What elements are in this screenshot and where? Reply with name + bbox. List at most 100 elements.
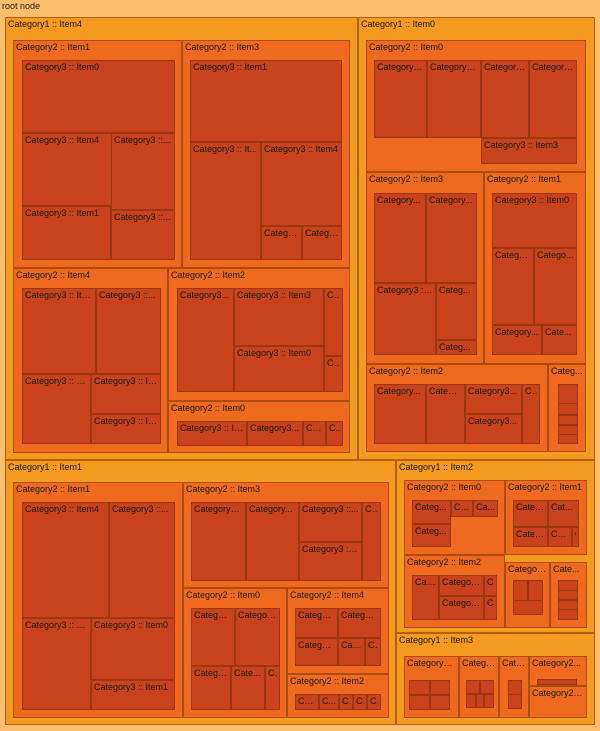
treemap-node-level3: C... [362, 502, 381, 581]
treemap-node-label: Cate... [553, 564, 580, 574]
treemap-node-label: Categ... [415, 502, 447, 512]
treemap-node-level3: Category3... [177, 288, 234, 392]
treemap-node-label: Categor... [238, 610, 277, 620]
treemap-node-label: Cat... [415, 577, 436, 587]
treemap-node-label: Category1 :: Item0 [361, 19, 436, 29]
treemap-node-label: Ca... [306, 423, 323, 433]
treemap-node-level3: Category3... [427, 60, 481, 138]
treemap-node-level3: Cat... [295, 694, 319, 710]
treemap-node-level3: C... [326, 421, 343, 446]
treemap-node-label: C... [268, 668, 277, 678]
treemap-node-level3: Category... [246, 502, 299, 581]
treemap-leaf-box [480, 680, 494, 694]
treemap-leaf-box [558, 590, 578, 600]
treemap-node-label: Category1 :: Item1 [8, 462, 83, 472]
treemap-node-label: Categ... [439, 342, 471, 352]
treemap-node-level3: Category3 ::... [299, 502, 362, 542]
treemap-node-level3: Category3 :: Item3 [234, 288, 324, 346]
treemap-node-level3: C [572, 527, 579, 547]
treemap-node-label: Cat... [551, 502, 573, 512]
treemap-node-level3: C... [324, 288, 343, 356]
treemap-node-level3: Categ... [412, 500, 451, 524]
treemap-node-level3: Category3... [247, 421, 303, 446]
treemap-node-label: Category... [249, 504, 293, 514]
treemap-node-label: C... [525, 386, 537, 396]
treemap-node-label: Ca... [454, 502, 470, 512]
treemap-node-label: Category3... [468, 386, 518, 396]
treemap-node-label: Category2 :: Item3 [186, 484, 261, 494]
treemap-node-level3: Category3 ::... [109, 502, 175, 618]
treemap-node-label: Category3 ::... [99, 290, 156, 300]
treemap-node-label: Category2 :: Item3 [369, 174, 444, 184]
treemap-node-label: Category2 :: Item1 [508, 482, 583, 492]
treemap-node-level3: Categ... [436, 340, 477, 355]
treemap-node-level3: Category3 :: It... [299, 542, 362, 581]
treemap-node-label: Category3 ::... [112, 504, 169, 514]
treemap-node-label: Categor... [298, 640, 335, 650]
treemap-node-level3: Category3 :: It... [91, 414, 161, 444]
treemap-node-label: Category3 :: It... [94, 376, 158, 386]
treemap-node-level3: Category... [529, 60, 577, 138]
treemap-node-label: C... [322, 696, 336, 706]
treemap-leaf-box [558, 415, 578, 425]
treemap-node-label: Category1 :: Item2 [399, 462, 474, 472]
treemap-node-level3: Cat... [412, 575, 439, 620]
treemap-node-label: Categor... [442, 577, 481, 587]
treemap-node-label: Category3 ::... [114, 212, 171, 222]
treemap-node-label: Catego... [194, 668, 228, 678]
treemap-node-level3: C... [353, 694, 367, 710]
treemap-node-level3: C... [319, 694, 339, 710]
treemap-node-label: C... [356, 696, 364, 706]
treemap-leaf-box [430, 695, 450, 710]
treemap-node-label: Categor... [442, 598, 481, 608]
treemap-node-level3: C... [367, 694, 381, 710]
treemap-node-label: Category2 :: Item1 [16, 484, 91, 494]
treemap-leaf-box [430, 680, 450, 695]
treemap-node-level3: C... [365, 638, 381, 666]
treemap-node-level3: Category... [374, 193, 426, 283]
treemap-node-label: Category3 :: Item3 [484, 140, 559, 150]
treemap-node-level3: Category3 :: It... [177, 421, 247, 446]
treemap-node-label: Catego... [537, 250, 574, 260]
treemap-node-label: Categ... [439, 285, 471, 295]
treemap-node-label: Category3... [180, 290, 230, 300]
treemap-node-level3: Category3 ::... [96, 288, 161, 374]
treemap-node-label: Category2 :: Item2 [532, 688, 584, 698]
treemap-node-label: Catego... [305, 228, 339, 238]
treemap-node-level3: Categor... [295, 638, 338, 666]
treemap-node-label: C... [365, 504, 378, 514]
treemap-node-label: Category3 :: Item0 [237, 348, 312, 358]
treemap-node-label: Category3 :: It... [94, 416, 158, 426]
treemap-node-label: Category... [429, 195, 473, 205]
treemap-node-level3: Category... [481, 60, 529, 138]
treemap-node-label: Category2 :: Item2 [407, 557, 482, 567]
treemap-node-level3: Categ... [412, 524, 451, 547]
treemap-node-level3: Category3 :: Item3 [481, 138, 577, 164]
treemap-node-label: Category2 :: Item0 [369, 42, 444, 52]
treemap-node-level3: Ca... [303, 421, 326, 446]
treemap-node-level3: Category3 :: Item4 [22, 133, 112, 206]
treemap-node-label: Catego... [462, 658, 496, 668]
treemap-node-label: Category3... [430, 62, 478, 72]
treemap-node-label: Category2 :: Item2 [369, 366, 444, 376]
treemap-node-level3: C... [522, 384, 540, 444]
treemap-node-label: Category2 :: Item0 [407, 482, 482, 492]
treemap-node-level3: Category3 :: Item0 [91, 618, 175, 680]
treemap-node-level2: Categ... [548, 364, 586, 452]
treemap-node-label: Category... [484, 62, 526, 72]
treemap-node-level3: C... [484, 575, 497, 596]
treemap-node-level3: Category3... [374, 60, 427, 138]
treemap-node-label: Catego... [264, 228, 299, 238]
treemap-node-level3: Category3 :: Item0 [22, 60, 175, 133]
treemap-node-level3: Catego... [492, 248, 534, 325]
treemap-node-label: Category... [508, 564, 547, 574]
treemap-node-level3: Categor... [338, 608, 381, 638]
treemap-node-label: Cate... [545, 327, 572, 337]
treemap-node-label: Category3 ::... [114, 135, 171, 145]
treemap-node-level3: Categor... [235, 608, 280, 666]
treemap-node-label: Category2 :: Item2 [290, 676, 365, 686]
treemap-node-label: Cat... [298, 696, 316, 706]
treemap-node-level3: Category3 :: It... [22, 374, 91, 444]
treemap-node-label: Categor... [341, 610, 378, 620]
